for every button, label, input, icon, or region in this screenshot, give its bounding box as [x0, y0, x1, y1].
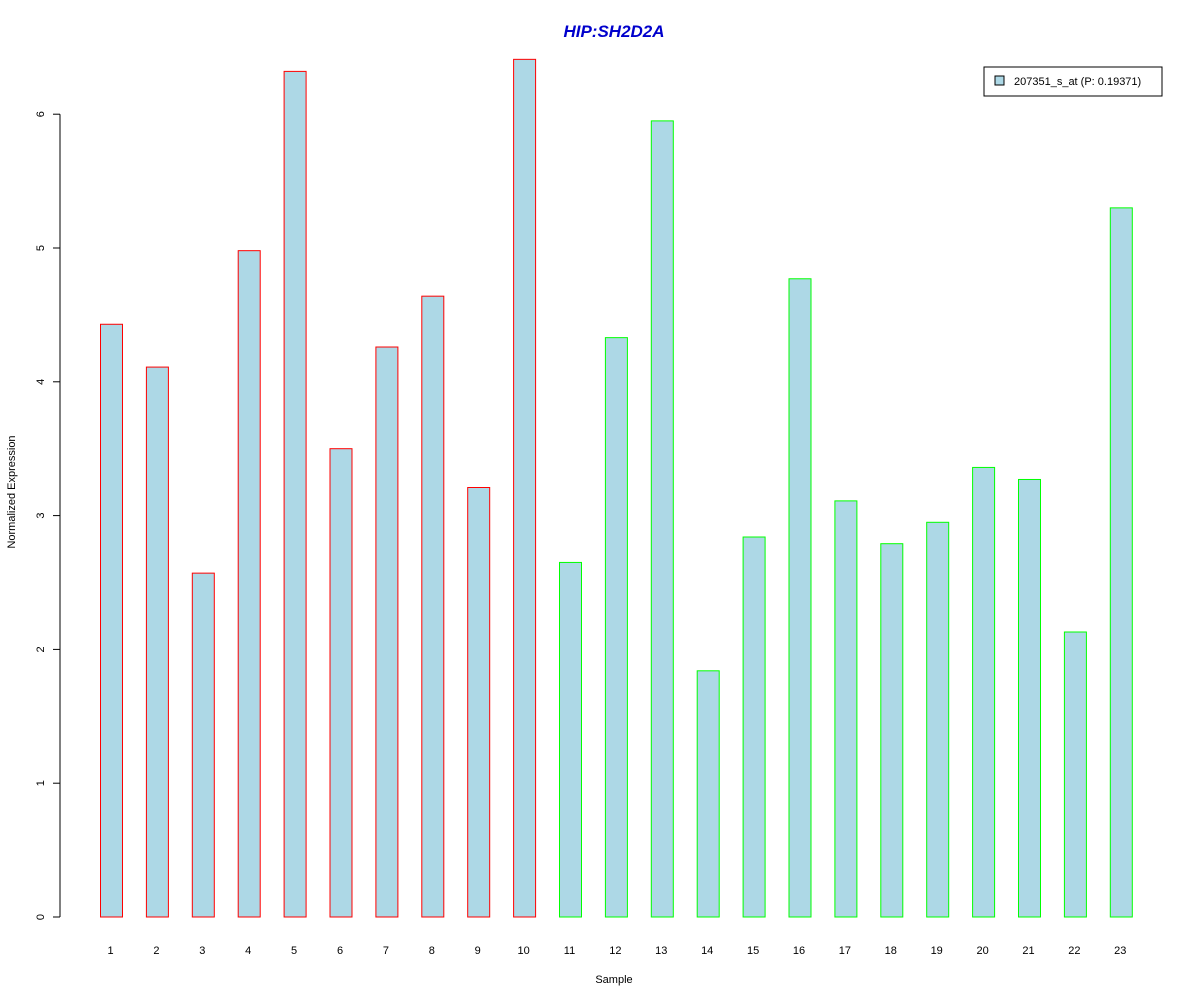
- bar-sample-12: [604, 337, 628, 918]
- bar-sample-13: [650, 120, 674, 918]
- bar-sample-18: [880, 543, 904, 918]
- bar-sample-3: [191, 572, 215, 918]
- bar-sample-1: [100, 323, 123, 918]
- bar-sample-21: [1018, 478, 1041, 918]
- y-tick-label: 2: [35, 646, 47, 652]
- bar-sample-17: [834, 500, 858, 918]
- x-tick-label: 2: [153, 945, 159, 957]
- chart-title: HIP:SH2D2A: [563, 22, 664, 41]
- bar-sample-8: [421, 295, 445, 918]
- x-tick-label: 4: [245, 945, 251, 957]
- x-tick-label: 13: [655, 945, 667, 957]
- bar-sample-2: [145, 366, 169, 918]
- legend-box: [983, 66, 1163, 97]
- y-axis: 0 1 2 3 4 5 6: [35, 111, 61, 920]
- x-tick-label: 20: [976, 945, 988, 957]
- x-tick-label: 14: [701, 945, 713, 957]
- x-tick-label: 21: [1022, 945, 1034, 957]
- x-tick-label: 23: [1114, 945, 1126, 957]
- bar-sample-16: [788, 278, 812, 918]
- x-tick-label: 6: [337, 945, 343, 957]
- y-tick-label: 1: [35, 780, 47, 786]
- x-tick-label: 1: [107, 945, 113, 957]
- x-tick-label: 5: [291, 945, 297, 957]
- bar-sample-23: [1109, 207, 1133, 918]
- bar-sample-4: [237, 250, 261, 918]
- bar-sample-7: [375, 346, 399, 918]
- x-axis-label: Sample: [595, 974, 632, 986]
- x-tick-label: 18: [885, 945, 897, 957]
- x-axis-tick-labels: 1 2 3 4 5 6 7 8 9 10 11 12 13 14 15 16 17 18 19 20 21 22 23: [107, 945, 1126, 957]
- bar-sample-22: [1063, 631, 1087, 918]
- y-axis-label: Normalized Expression: [6, 435, 18, 548]
- y-tick-label: 0: [35, 914, 47, 920]
- x-tick-label: 22: [1068, 945, 1080, 957]
- x-tick-label: 12: [609, 945, 621, 957]
- bar-sample-14: [696, 670, 720, 918]
- y-tick-label: 6: [35, 111, 47, 117]
- bar-sample-6: [329, 448, 353, 918]
- x-tick-label: 11: [564, 945, 575, 957]
- x-tick-label: 9: [475, 945, 481, 957]
- x-tick-label: 10: [517, 945, 529, 957]
- legend-swatch: [994, 75, 1005, 86]
- y-tick-label: 3: [35, 513, 47, 519]
- legend-label: 207351_s_at (P: 0.19371): [1014, 76, 1141, 88]
- bars: [100, 58, 1133, 918]
- bar-sample-20: [972, 466, 996, 918]
- x-tick-label: 19: [931, 945, 943, 957]
- x-tick-label: 3: [199, 945, 205, 957]
- x-tick-label: 7: [383, 945, 389, 957]
- x-tick-label: 15: [747, 945, 759, 957]
- bar-sample-15: [742, 536, 766, 918]
- bar-sample-10: [513, 58, 537, 918]
- bar-sample-11: [559, 561, 582, 918]
- bar-sample-9: [467, 487, 491, 918]
- y-tick-label: 5: [35, 245, 47, 251]
- x-tick-label: 8: [429, 945, 435, 957]
- x-tick-label: 17: [839, 945, 851, 957]
- x-tick-label: 16: [793, 945, 805, 957]
- bar-sample-5: [283, 70, 307, 918]
- legend: 207351_s_at (P: 0.19371): [983, 66, 1163, 97]
- y-tick-label: 4: [35, 379, 47, 385]
- bar-sample-19: [926, 521, 950, 918]
